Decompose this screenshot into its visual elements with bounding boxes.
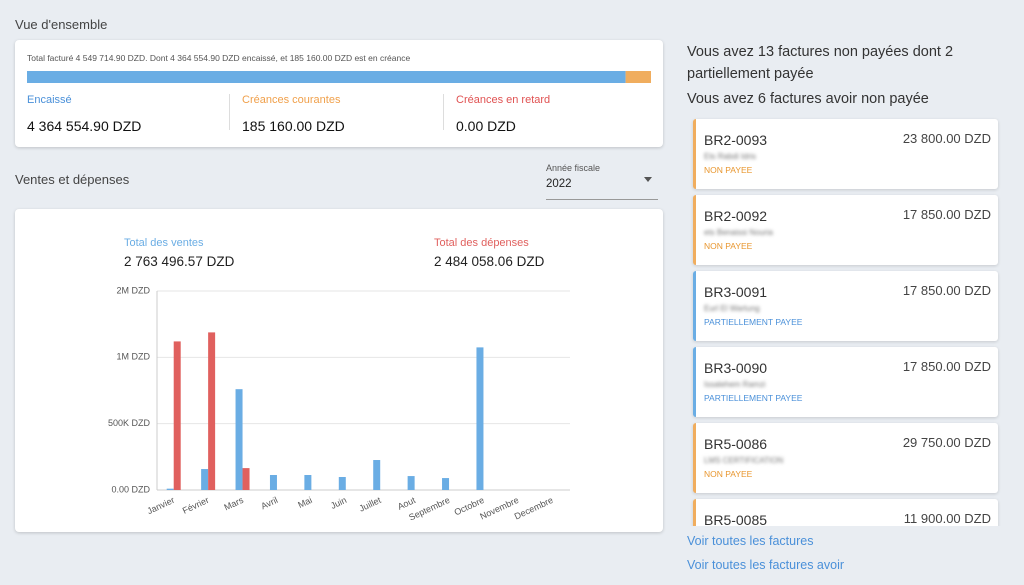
chart-card: Total des ventes 2 763 496.57 DZD Total … [15, 209, 663, 532]
chart: 0.00 DZD 500K DZD 1M DZD 2M DZD Janvier Févri… [108, 285, 570, 523]
invoice-client: ets Benaissi Nouria [704, 228, 773, 237]
total-sales: Total des ventes 2 763 496.57 DZD [124, 237, 234, 269]
invoice-number: BR5-0086 [704, 436, 768, 452]
invoice-card[interactable]: BR3-0090 17 850.00 DZD Issalehem Ramzi PART… [693, 347, 998, 417]
invoice-client: Issalehem Ramzi [704, 380, 766, 389]
series-name: Total des dépenses [434, 237, 529, 249]
invoice-status: PARTIELLEMENT PAYEE [704, 317, 803, 327]
invoice-amount: 17 850.00 DZD [902, 207, 991, 222]
y-tick-label: 0.00 DZD [111, 484, 150, 494]
series-name: Total des ventes [124, 237, 204, 249]
link[interactable]: Voir toutes les factures avoir [687, 558, 845, 572]
x-tick-label: Février [181, 495, 211, 516]
stat: Encaissé 4 364 554.90 DZD [15, 94, 141, 134]
stat: Créances en retard 0.00 DZD [443, 94, 551, 134]
invoice-number: BR2-0092 [704, 208, 768, 224]
invoice-number: BR5-0085 [704, 512, 768, 526]
bar [208, 332, 216, 490]
invoice-card[interactable]: BR3-0091 17 850.00 DZD Eurl El Wartung PART… [693, 271, 998, 341]
y-tick-label: 500K DZD [108, 418, 151, 428]
summary: Total facturé 4 549 714.90 DZD. Dont 4 3… [27, 53, 411, 63]
section-title: Vue d'ensemble [15, 17, 108, 32]
x-tick-label: Decembre [513, 495, 555, 522]
invoice-amount: 17 850.00 DZD [902, 283, 991, 298]
bar [242, 468, 250, 490]
bar [373, 460, 381, 490]
x-tick-label: Mars [223, 495, 246, 513]
invoice-status: PARTIELLEMENT PAYEE [704, 393, 803, 403]
bar [476, 347, 484, 490]
invoice-status: NON PAYEE [704, 469, 753, 479]
invoice-summary: Vous avez 13 factures non payées dont 2 … [687, 44, 954, 82]
invoice-amount: 29 750.00 DZD [902, 435, 991, 450]
select-value: 2022 [546, 178, 572, 190]
progress-segment [27, 71, 626, 83]
bar [304, 475, 312, 490]
stat-label: Créances courantes [242, 94, 341, 106]
series-total: 2 763 496.57 DZD [124, 254, 235, 269]
dropdown-arrow [644, 177, 652, 182]
progress-bar [27, 71, 651, 83]
bar [442, 478, 450, 490]
invoice-client: LMS CERTIFICATION [704, 456, 784, 465]
x-tick-label: Janvier [146, 495, 177, 516]
bar [166, 488, 174, 490]
section-title: Ventes et dépenses [15, 172, 130, 187]
link[interactable]: Voir toutes les factures [687, 534, 814, 548]
invoice-status: NON PAYEE [704, 241, 753, 251]
invoice-list: BR2-0093 23 800.00 DZD Ets Rabdi Idris NON … [688, 116, 1008, 526]
credit-summary: Vous avez 6 factures avoir non payée [687, 91, 929, 107]
invoice-amount: 17 850.00 DZD [902, 359, 991, 374]
fiscal-select[interactable]: Année fiscale 2022 [546, 163, 658, 200]
invoice-amount: 23 800.00 DZD [902, 131, 991, 146]
invoice-amount: 11 900.00 DZD [903, 511, 991, 526]
invoice-card[interactable]: BR2-0093 23 800.00 DZD Ets Rabdi Idris NON … [693, 119, 998, 189]
y-tick-label: 1M DZD [117, 352, 151, 362]
x-tick-label: Avril [259, 495, 279, 511]
invoice-card[interactable]: BR5-0086 29 750.00 DZD LMS CERTIFICATION NO… [693, 423, 998, 493]
invoice-card[interactable]: BR2-0092 17 850.00 DZD ets Benaissi Nouria… [693, 195, 998, 265]
stat-value: 0.00 DZD [456, 118, 516, 134]
bar [269, 475, 277, 490]
select-label: Année fiscale [546, 163, 601, 173]
bar [235, 389, 243, 490]
stat: Créances courantes 185 160.00 DZD [229, 94, 345, 134]
x-tick-label: Juin [329, 495, 348, 511]
invoice-client: Eurl El Wartung [704, 304, 760, 313]
stat-label: Créances en retard [456, 94, 551, 106]
stat-label: Encaissé [27, 94, 72, 106]
bar [407, 476, 415, 490]
invoice-status: NON PAYEE [704, 165, 753, 175]
bar [338, 476, 346, 490]
overview-card: Total facturé 4 549 714.90 DZD. Dont 4 3… [15, 40, 663, 147]
invoice-number: BR2-0093 [704, 132, 768, 148]
invoice-number: BR3-0090 [704, 360, 768, 376]
invoice-card[interactable]: BR5-0085 11 900.00 DZD [693, 499, 998, 526]
progress-segment [625, 71, 651, 83]
invoice-number: BR3-0091 [704, 284, 768, 300]
x-tick-label: Juillet [357, 495, 383, 514]
bar [173, 341, 181, 490]
bar [201, 469, 209, 490]
series-total: 2 484 058.06 DZD [434, 254, 545, 269]
y-tick-label: 2M DZD [117, 285, 151, 295]
invoice-client: Ets Rabdi Idris [704, 152, 757, 161]
stat-value: 4 364 554.90 DZD [27, 118, 142, 134]
x-tick-label: Novembre [478, 495, 520, 522]
total-expenses: Total des dépenses 2 484 058.06 DZD [434, 237, 544, 269]
stat-value: 185 160.00 DZD [242, 118, 345, 134]
x-tick-label: Mai [296, 495, 313, 510]
